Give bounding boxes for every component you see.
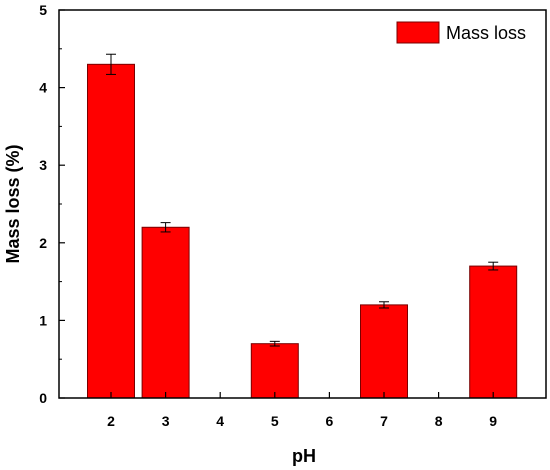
y-tick-label: 4 [39,80,47,96]
y-axis: 0 1 2 3 4 5 [39,2,65,406]
y-tick-label: 3 [39,157,47,173]
y-tick-label: 2 [39,235,47,251]
bar [250,343,299,399]
x-tick-label: 6 [326,413,334,429]
bar [469,265,518,399]
bar [141,226,190,399]
x-tick-label: 5 [271,413,279,429]
legend: Mass loss [396,21,526,44]
x-tick-label: 4 [216,413,224,429]
x-axis: 2 3 4 5 6 7 8 9 [107,392,497,429]
y-axis-title: Mass loss (%) [3,144,23,263]
bar [87,63,135,399]
x-tick-label: 7 [380,413,388,429]
y-tick-label: 0 [39,390,47,406]
bars-layer [87,63,518,399]
legend-label: Mass loss [446,23,526,43]
x-axis-title: pH [292,446,316,466]
legend-swatch [396,21,440,44]
error-bars-layer [106,53,499,347]
x-tick-label: 3 [162,413,170,429]
y-tick-label: 5 [39,2,47,18]
x-tick-label: 8 [435,413,443,429]
x-tick-label: 2 [107,413,115,429]
bar [360,304,408,399]
x-tick-label: 9 [489,413,497,429]
y-tick-label: 1 [39,312,47,328]
